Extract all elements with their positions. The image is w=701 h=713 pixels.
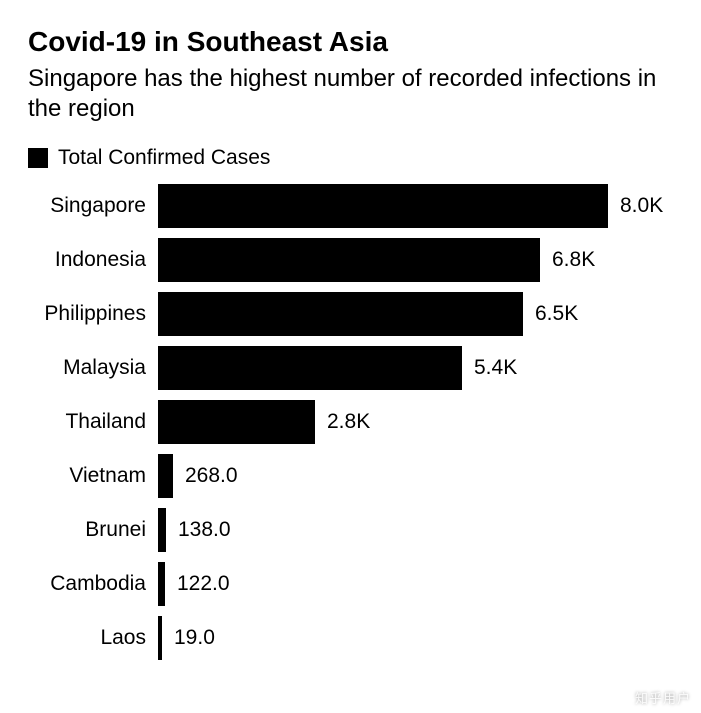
value-label: 19.0 xyxy=(174,626,215,650)
category-label: Vietnam xyxy=(28,464,158,488)
bar xyxy=(158,508,166,552)
category-label: Thailand xyxy=(28,410,158,434)
category-label: Malaysia xyxy=(28,356,158,380)
value-label: 138.0 xyxy=(178,518,231,542)
legend-swatch xyxy=(28,148,48,168)
chart-container: Covid-19 in Southeast Asia Singapore has… xyxy=(0,0,701,680)
value-label: 268.0 xyxy=(185,464,238,488)
bar-chart: Singapore 8.0K Indonesia 6.8K Philippines 6.5… xyxy=(28,184,673,660)
chart-subtitle: Singapore has the highest number of reco… xyxy=(28,64,673,124)
bar xyxy=(158,454,173,498)
category-label: Indonesia xyxy=(28,248,158,272)
value-label: 6.8K xyxy=(552,248,595,272)
bar xyxy=(158,238,540,282)
bar-cell: 6.8K xyxy=(158,238,663,282)
bar-cell: 2.8K xyxy=(158,400,663,444)
bar-cell: 5.4K xyxy=(158,346,663,390)
value-label: 6.5K xyxy=(535,302,578,326)
value-label: 2.8K xyxy=(327,410,370,434)
category-label: Brunei xyxy=(28,518,158,542)
bar-cell: 19.0 xyxy=(158,616,663,660)
legend: Total Confirmed Cases xyxy=(28,146,673,170)
value-label: 5.4K xyxy=(474,356,517,380)
bar-cell: 268.0 xyxy=(158,454,663,498)
bar-cell: 6.5K xyxy=(158,292,663,336)
category-label: Cambodia xyxy=(28,572,158,596)
bar xyxy=(158,184,608,228)
bar-cell: 8.0K xyxy=(158,184,663,228)
bar xyxy=(158,292,523,336)
bar xyxy=(158,400,315,444)
legend-label: Total Confirmed Cases xyxy=(58,146,270,170)
bar-cell: 122.0 xyxy=(158,562,663,606)
bar xyxy=(158,616,162,660)
bar-cell: 138.0 xyxy=(158,508,663,552)
category-label: Singapore xyxy=(28,194,158,218)
bar xyxy=(158,346,462,390)
value-label: 8.0K xyxy=(620,194,663,218)
chart-title: Covid-19 in Southeast Asia xyxy=(28,26,673,58)
value-label: 122.0 xyxy=(177,572,230,596)
category-label: Philippines xyxy=(28,302,158,326)
watermark: 知乎用户 xyxy=(635,688,691,707)
bar xyxy=(158,562,165,606)
category-label: Laos xyxy=(28,626,158,650)
